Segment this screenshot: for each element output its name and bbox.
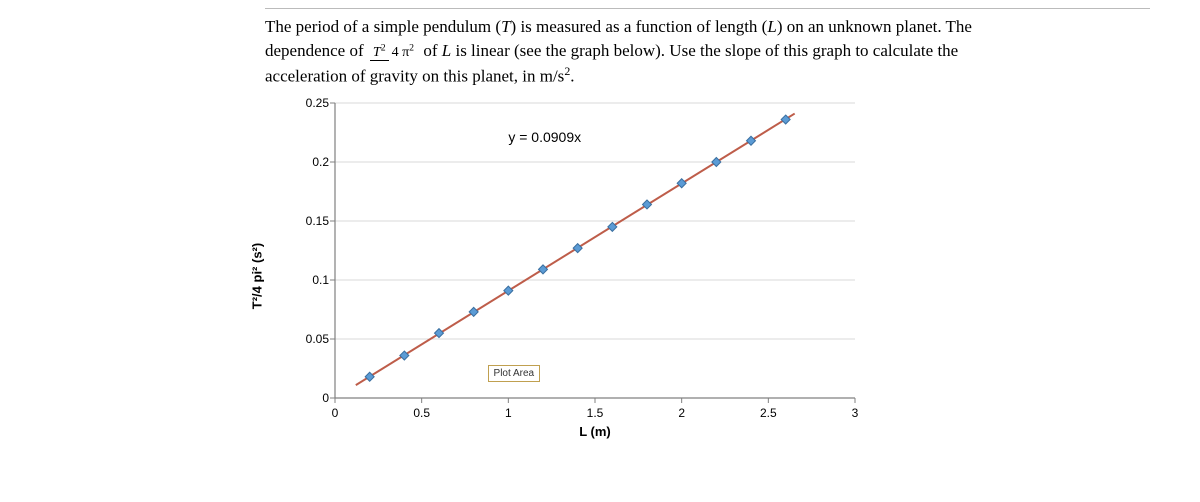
x-tick-label: 2.5 bbox=[760, 406, 777, 420]
q-line1-mid: ) is measured as a function of length ( bbox=[511, 17, 768, 36]
x-tick-label: 2 bbox=[678, 406, 685, 420]
y-tick-label: 0.2 bbox=[289, 155, 329, 169]
y-tick-label: 0.1 bbox=[289, 273, 329, 287]
y-tick-label: 0 bbox=[289, 391, 329, 405]
x-tick-label: 0 bbox=[332, 406, 339, 420]
x-axis-label: L (m) bbox=[579, 424, 611, 457]
q-L: L bbox=[767, 17, 776, 36]
fraction: T24 π2 bbox=[370, 43, 417, 60]
y-tick-label: 0.05 bbox=[289, 332, 329, 346]
plot-area: y = 0.0909x Plot Area bbox=[335, 103, 855, 398]
chart: T²/4 pi² (s²) L (m) y = 0.0909x Plot Are… bbox=[275, 98, 875, 453]
y-tick-label: 0.25 bbox=[289, 96, 329, 110]
y-tick-label: 0.15 bbox=[289, 214, 329, 228]
q-line1-prefix: The period of a simple pendulum ( bbox=[265, 17, 501, 36]
x-tick-label: 1.5 bbox=[587, 406, 604, 420]
chart-svg bbox=[335, 103, 855, 398]
question-text: The period of a simple pendulum (T) is m… bbox=[265, 15, 1150, 88]
q-line2-suffix: is linear (see the graph below). Use the… bbox=[451, 41, 958, 60]
x-tick-label: 3 bbox=[852, 406, 859, 420]
q-T: T bbox=[501, 17, 510, 36]
q-line2-mid: of bbox=[419, 41, 442, 60]
x-tick-label: 0.5 bbox=[413, 406, 430, 420]
q-line2-prefix: dependence of bbox=[265, 41, 368, 60]
q-line3-prefix: acceleration of gravity on this planet, … bbox=[265, 66, 564, 85]
y-axis-label: T²/4 pi² (s²) bbox=[250, 242, 265, 308]
x-tick-label: 1 bbox=[505, 406, 512, 420]
equation-label: y = 0.0909x bbox=[508, 129, 581, 145]
q-line1-suffix: ) on an unknown planet. The bbox=[777, 17, 972, 36]
plot-area-badge: Plot Area bbox=[488, 365, 541, 382]
